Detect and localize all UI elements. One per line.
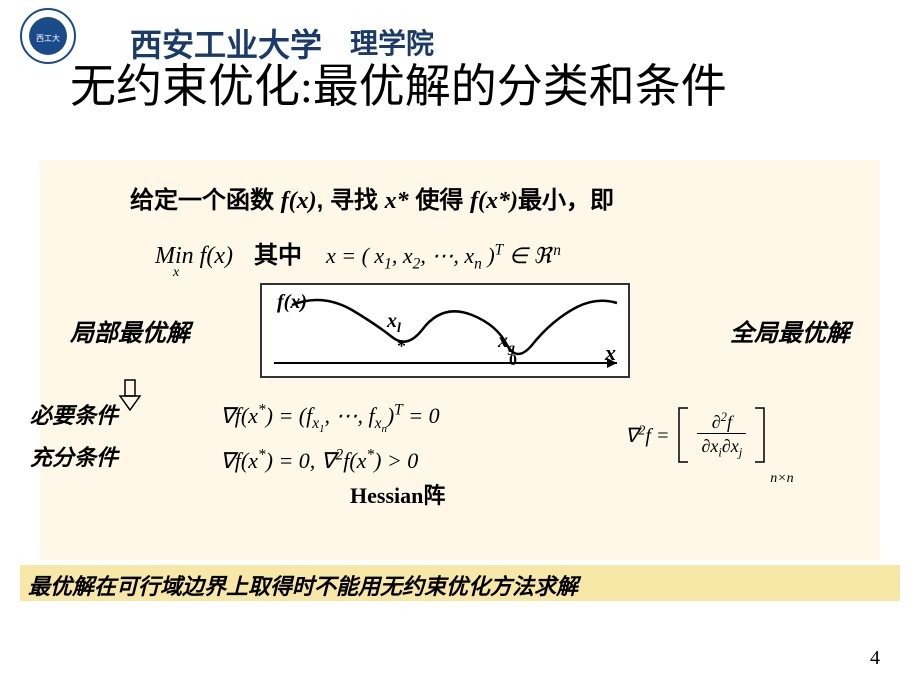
xg-point-label: xg xyxy=(498,330,515,357)
sufficient-condition-label: 充分条件 xyxy=(30,437,118,479)
page-number: 4 xyxy=(870,647,880,670)
graph-row: 局部最优解 * 0 f(x) xl xg x 全局最优解 xyxy=(70,288,850,378)
down-arrow-icon xyxy=(115,378,145,419)
problem-statement: 给定一个函数 f(x), 寻找 x* 使得 f(x*)最小，即 xyxy=(70,180,850,215)
function-graph: * 0 f(x) xl xg x xyxy=(260,283,630,378)
svg-text:西工大: 西工大 xyxy=(36,33,60,43)
content-box: 给定一个函数 f(x), 寻找 x* 使得 f(x*)最小，即 Min f(x)… xyxy=(40,160,880,560)
local-optimum-label: 局部最优解 xyxy=(70,313,190,348)
global-optimum-label: 全局最优解 xyxy=(730,313,850,348)
gradient-eq-1: ∇f(x*) = (fx1, ⋯, fxn)T = 0 xyxy=(220,395,440,440)
conditions-labels: 必要条件 充分条件 xyxy=(30,395,118,479)
page-title: 无约束优化:最优解的分类和条件 xyxy=(70,50,727,116)
footer-note: 最优解在可行域边界上取得时不能用无约束优化方法求解 xyxy=(20,565,900,601)
hessian-definition: ∇2f = ∂2f ∂xi∂xj n×n xyxy=(625,405,798,465)
vector-definition: x = ( x1, x2, ⋯, xn )T ∈ ℜn xyxy=(326,243,561,268)
gradient-equations: ∇f(x*) = (fx1, ⋯, fxn)T = 0 ∇f(x*) = 0, … xyxy=(220,395,440,482)
min-expression: Min f(x) x 其中 x = ( x1, x2, ⋯, xn )T ∈ ℜ… xyxy=(70,235,850,273)
x-axis-label: x xyxy=(605,340,616,366)
necessary-condition-label: 必要条件 xyxy=(30,395,118,437)
gradient-eq-2: ∇f(x*) = 0, ∇2f(x*) > 0 xyxy=(220,440,440,482)
fx-axis-label: f(x) xyxy=(277,291,307,314)
xl-point-label: xl xyxy=(387,310,401,337)
hessian-label: Hessian阵 xyxy=(350,478,445,510)
university-logo-icon: 西工大 xyxy=(20,8,76,64)
svg-text:*: * xyxy=(397,336,406,356)
